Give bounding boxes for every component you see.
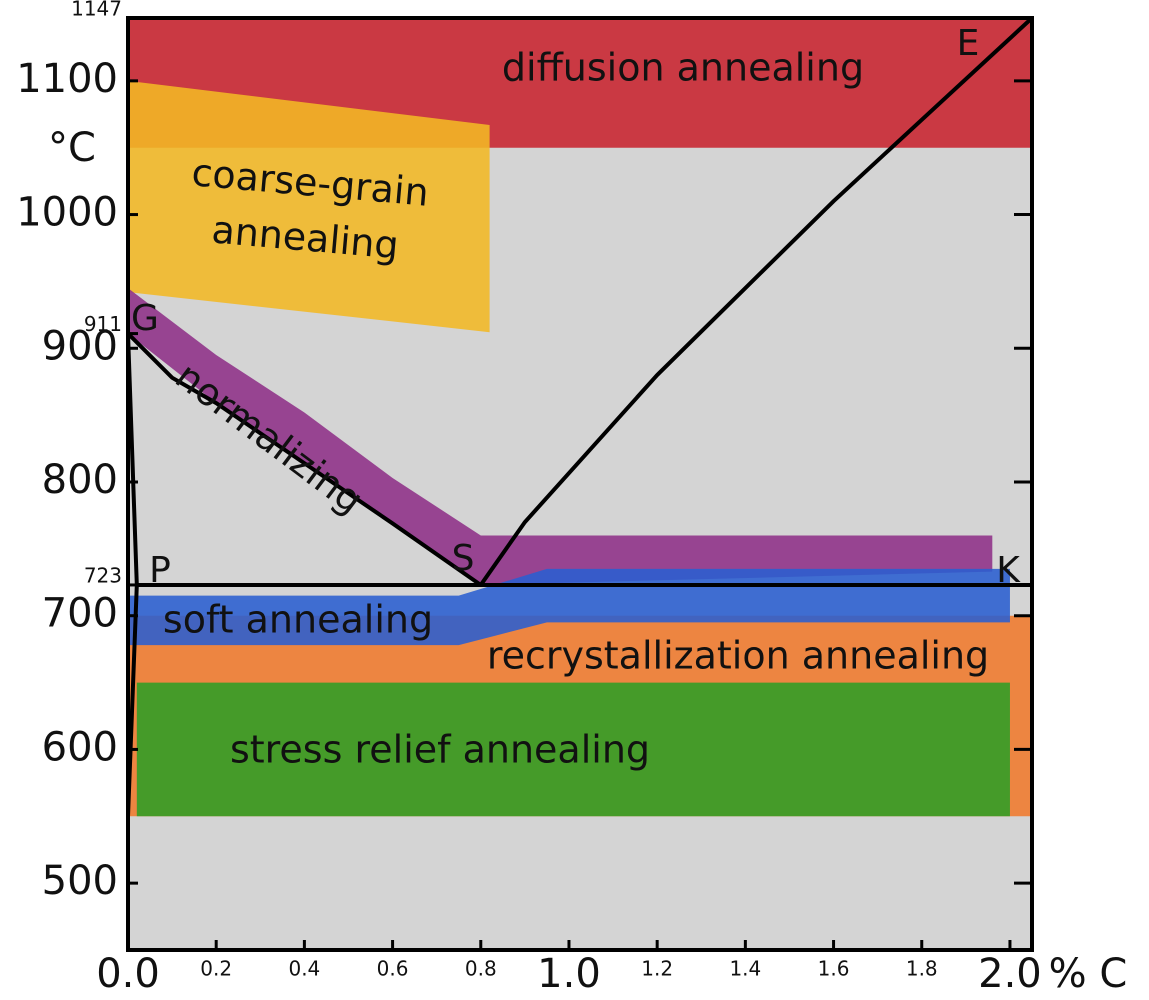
- x-tick-label: 0.0: [96, 951, 160, 997]
- y-tick-label: 600: [42, 724, 118, 770]
- region: [128, 81, 490, 332]
- x-tick-label: 0.2: [200, 957, 232, 981]
- y-tick-label: 723: [84, 563, 122, 587]
- x-unit: % C: [1049, 951, 1128, 997]
- point-label: K: [996, 550, 1021, 591]
- x-tick-label: 1.4: [729, 957, 761, 981]
- y-tick-label: 1100: [16, 56, 118, 102]
- x-tick-label: 0.8: [465, 957, 497, 981]
- point-label: E: [957, 23, 980, 64]
- y-tick-label: 800: [42, 457, 118, 503]
- region-label: recrystallization annealing: [487, 634, 989, 678]
- y-tick-label: 911: [84, 312, 122, 336]
- y-unit: °C: [48, 125, 96, 171]
- x-tick-label: 1.6: [818, 957, 850, 981]
- x-tick-label: 1.0: [537, 951, 601, 997]
- y-tick-label: 700: [42, 591, 118, 637]
- x-tick-label: 1.8: [906, 957, 938, 981]
- point-label: S: [452, 538, 475, 579]
- x-tick-label: 1.2: [641, 957, 673, 981]
- region-label: diffusion annealing: [502, 46, 864, 90]
- y-tick-label: 500: [42, 858, 118, 904]
- point-label: P: [149, 550, 171, 591]
- region-label: stress relief annealing: [230, 728, 650, 772]
- x-tick-label: 0.6: [377, 957, 409, 981]
- y-tick-label: 1000: [16, 190, 118, 236]
- chart: diffusion annealingcoarse-grainannealing…: [0, 0, 1149, 1000]
- region-label: soft annealing: [163, 598, 433, 642]
- x-tick-label: 2.0: [978, 951, 1042, 997]
- y-tick-label: 1147: [71, 0, 122, 21]
- x-tick-label: 0.4: [288, 957, 320, 981]
